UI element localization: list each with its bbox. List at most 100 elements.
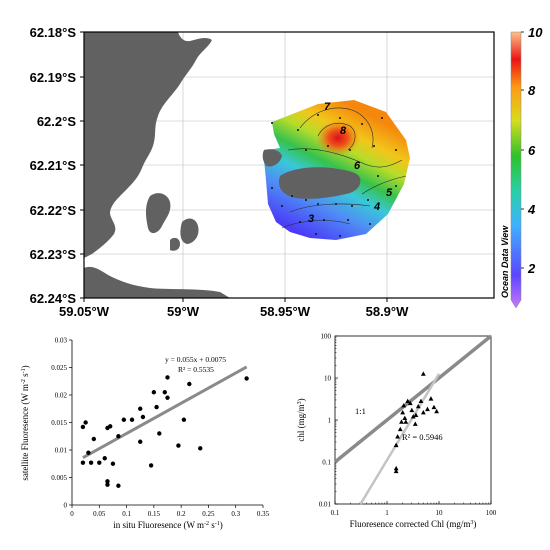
data-point bbox=[80, 424, 86, 430]
contour-label-3: 3 bbox=[308, 213, 314, 225]
data-point-triangle bbox=[397, 426, 403, 432]
data-point bbox=[154, 404, 159, 410]
data-point bbox=[165, 395, 170, 400]
land-island-south bbox=[180, 218, 199, 244]
data-point-triangle bbox=[409, 407, 415, 413]
right-x-tick-labels: 0.1 1 10 100 bbox=[331, 509, 497, 517]
right-points bbox=[393, 371, 440, 474]
left-x-tick-label: 0.2 bbox=[177, 510, 186, 518]
left-x-tick-label: 0 bbox=[70, 510, 74, 518]
right-y-tick-label: 0.1 bbox=[322, 459, 331, 467]
left-scatter-chart: 0 0.05 0.1 0.15 0.2 0.25 0.3 0.35 0 0.005 0.01 0.0… bbox=[20, 337, 270, 531]
data-point bbox=[148, 463, 154, 468]
left-x-tick-labels: 0 0.05 0.1 0.15 0.2 0.25 0.3 0.35 bbox=[70, 510, 269, 518]
contour-label-5: 5 bbox=[386, 187, 393, 199]
land-island-west bbox=[146, 193, 171, 234]
left-y-tick-label: 0.03 bbox=[55, 337, 68, 345]
data-point bbox=[97, 460, 102, 465]
fit-equation: y = 0.055x + 0.0075 bbox=[165, 355, 226, 364]
contour-label-7: 7 bbox=[324, 101, 331, 113]
left-y-tick-label: 0.025 bbox=[51, 364, 67, 372]
data-point bbox=[198, 446, 203, 451]
left-y-tick-label: 0.01 bbox=[55, 447, 68, 455]
data-point-triangle bbox=[402, 415, 408, 421]
right-ticks bbox=[334, 335, 492, 505]
left-y-tick-labels: 0 0.005 0.01 0.015 0.02 0.025 0.03 bbox=[51, 337, 67, 510]
data-point bbox=[116, 483, 121, 488]
contour-label-8: 8 bbox=[340, 125, 347, 137]
colorbar-label: 4 bbox=[527, 202, 536, 217]
colorbar: 10 8 6 4 2 Ocean Data View bbox=[500, 25, 543, 309]
colorbar-ramp bbox=[510, 31, 522, 309]
left-x-tick-label: 0.35 bbox=[257, 510, 270, 518]
left-y-tick-label: 0 bbox=[64, 502, 68, 510]
lon-label: 58.95°W bbox=[260, 304, 311, 319]
one-to-one-label: 1:1 bbox=[355, 406, 366, 416]
right-y-axis-label: chl (mg/m3) bbox=[296, 398, 306, 441]
left-x-tick-label: 0.15 bbox=[148, 510, 161, 518]
data-point bbox=[187, 381, 192, 387]
land-island-small bbox=[170, 237, 180, 251]
right-x-tick-label: 0.1 bbox=[331, 509, 340, 517]
right-y-tick-label: 1 bbox=[328, 417, 332, 425]
data-point bbox=[157, 431, 162, 436]
left-y-tick-label: 0.005 bbox=[51, 474, 67, 482]
data-point-triangle bbox=[403, 419, 409, 424]
chl-hotspot bbox=[316, 120, 360, 156]
data-point-triangle bbox=[428, 396, 434, 401]
data-point bbox=[86, 450, 91, 455]
data-point-triangle bbox=[420, 410, 426, 415]
data-point-triangle bbox=[410, 414, 416, 419]
colorbar-label: 10 bbox=[528, 25, 543, 40]
data-point-triangle bbox=[418, 398, 424, 404]
land-main bbox=[84, 32, 212, 258]
lon-label: 59°W bbox=[167, 304, 200, 319]
right-y-tick-labels: 0.01 0.1 1 10 100 bbox=[319, 333, 332, 509]
data-point bbox=[244, 376, 249, 381]
data-point bbox=[138, 439, 143, 444]
station-dots bbox=[271, 114, 397, 237]
lat-label: 62.2°S bbox=[37, 114, 77, 129]
data-point-triangle bbox=[400, 410, 406, 415]
lat-label: 62.19°S bbox=[30, 70, 77, 85]
lat-label: 62.22°S bbox=[30, 203, 77, 218]
data-point-triangle bbox=[407, 400, 413, 406]
lat-label: 62.24°S bbox=[30, 291, 77, 306]
data-point-triangle bbox=[420, 371, 426, 376]
data-point bbox=[102, 456, 107, 461]
data-point bbox=[105, 482, 110, 487]
data-point bbox=[108, 424, 113, 429]
right-x-tick-label: 10 bbox=[436, 509, 444, 517]
data-point bbox=[80, 460, 86, 465]
right-x-tick-label: 100 bbox=[486, 509, 497, 517]
data-point bbox=[110, 461, 116, 466]
lon-label: 58.9°W bbox=[366, 304, 410, 319]
data-point bbox=[91, 436, 97, 442]
colorbar-label: 6 bbox=[528, 143, 536, 158]
lat-label: 62.21°S bbox=[30, 158, 77, 173]
left-x-tick-label: 0.3 bbox=[231, 510, 240, 518]
data-point bbox=[116, 434, 121, 439]
left-x-axis-label: in situ Fluoresence (W m-2 s-1) bbox=[113, 520, 223, 530]
data-point bbox=[121, 417, 127, 422]
contour-lines bbox=[281, 107, 407, 229]
map-ticks bbox=[80, 31, 388, 302]
data-point-triangle bbox=[393, 468, 399, 474]
land-bay-peninsula bbox=[262, 149, 282, 167]
r-squared-left: R² = 0.5535 bbox=[178, 365, 214, 374]
data-point bbox=[129, 417, 135, 422]
left-y-axis-label: satellite Fluoresence (W m-2 s-1) bbox=[20, 365, 30, 480]
right-x-tick-label: 1 bbox=[385, 509, 389, 517]
data-point-triangle bbox=[395, 434, 401, 439]
right-y-tick-label: 10 bbox=[324, 375, 332, 383]
right-y-tick-label: 0.01 bbox=[319, 501, 332, 509]
data-point-triangle bbox=[431, 404, 437, 410]
data-point-triangle bbox=[425, 406, 430, 412]
left-y-tick-label: 0.015 bbox=[51, 419, 67, 427]
one-to-one-line bbox=[333, 334, 493, 464]
regression-line bbox=[82, 365, 248, 460]
land-bay bbox=[278, 167, 361, 199]
lon-label: 59.05°W bbox=[59, 304, 110, 319]
r-squared-right: R² = 0.5946 bbox=[402, 432, 443, 442]
